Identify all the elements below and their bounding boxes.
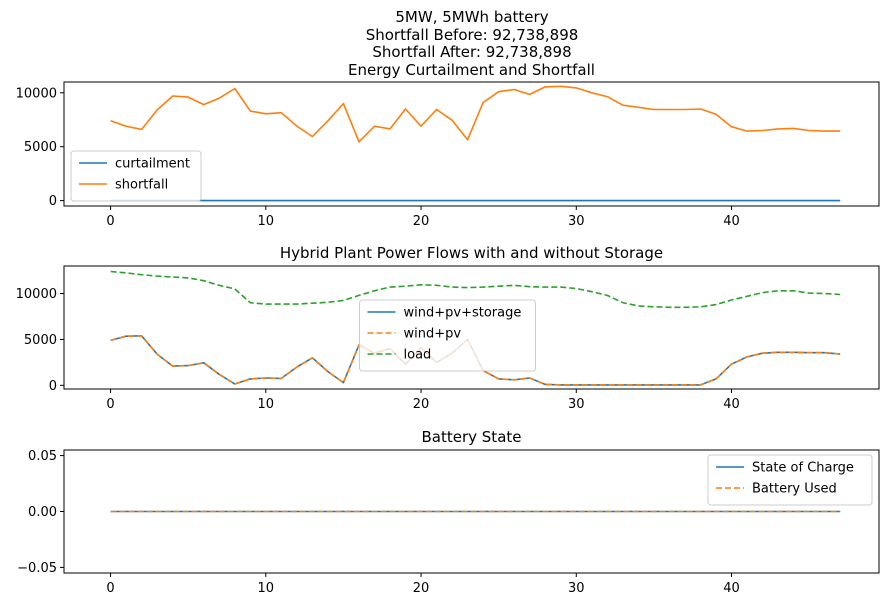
axes-frame — [63, 81, 880, 207]
y-tick-label: 5000 — [24, 140, 57, 155]
y-tick-label: 5000 — [24, 333, 57, 348]
figure-title-line-3: Shortfall After: 92,738,898 — [372, 43, 571, 61]
chart-panel-2: Hybrid Plant Power Flows with and withou… — [16, 244, 880, 412]
legend-label: wind+pv — [404, 327, 462, 342]
series-line-wind-pv — [110, 334, 841, 386]
chart-title: Energy Curtailment and Shortfall — [348, 61, 595, 79]
y-tick-label: 10000 — [16, 86, 57, 101]
x-tick-label: 10 — [258, 214, 275, 229]
legend-label: load — [404, 348, 432, 363]
x-tick-label: 30 — [568, 214, 585, 229]
x-tick-label: 10 — [258, 397, 275, 412]
legend-label: shortfall — [115, 178, 168, 193]
x-tick-label: 40 — [723, 581, 740, 596]
x-tick-label: 20 — [413, 581, 430, 596]
chart-title: Hybrid Plant Power Flows with and withou… — [280, 244, 663, 262]
series-line-shortfall — [110, 85, 841, 143]
chart-title: Battery State — [422, 428, 522, 446]
legend: State of Charge Battery Used — [707, 454, 873, 506]
legend-label: wind+pv+storage — [404, 306, 522, 321]
x-tick-label: 0 — [106, 214, 114, 229]
figure-title-line-1: 5MW, 5MWh battery — [395, 8, 548, 26]
axes-frame — [63, 265, 880, 390]
x-tick-label: 0 — [106, 581, 114, 596]
y-tick-label: 0.00 — [28, 505, 57, 520]
x-tick-label: 30 — [568, 397, 585, 412]
x-tick-label: 10 — [258, 581, 275, 596]
y-tick-label: 0.05 — [28, 449, 57, 464]
series-line-load — [110, 270, 841, 309]
x-tick-label: 40 — [723, 397, 740, 412]
chart-panel-1: Energy Curtailment and Shortfall 0 10 20 30 4… — [16, 61, 880, 229]
chart-panel-3: Battery State 0 10 20 30 40 −0.05 0.00 0.05 State… — [17, 428, 880, 596]
x-tick-label: 30 — [568, 581, 585, 596]
legend-box — [707, 454, 873, 506]
legend-box — [359, 299, 536, 372]
x-tick-label: 20 — [413, 397, 430, 412]
x-tick-label: 40 — [723, 214, 740, 229]
legend: wind+pv+storage wind+pv load — [359, 299, 536, 372]
x-tick-label: 20 — [413, 214, 430, 229]
legend: curtailment shortfall — [70, 150, 202, 202]
legend-label: State of Charge — [752, 461, 854, 476]
x-tick-label: 0 — [106, 397, 114, 412]
legend-label: curtailment — [115, 157, 190, 172]
y-tick-label: 0 — [49, 194, 57, 209]
y-tick-label: 0 — [49, 379, 57, 394]
y-tick-label: 10000 — [16, 287, 57, 302]
legend-label: Battery Used — [752, 482, 837, 497]
y-tick-label: −0.05 — [17, 561, 57, 576]
figure-title-line-2: Shortfall Before: 92,738,898 — [366, 26, 579, 44]
